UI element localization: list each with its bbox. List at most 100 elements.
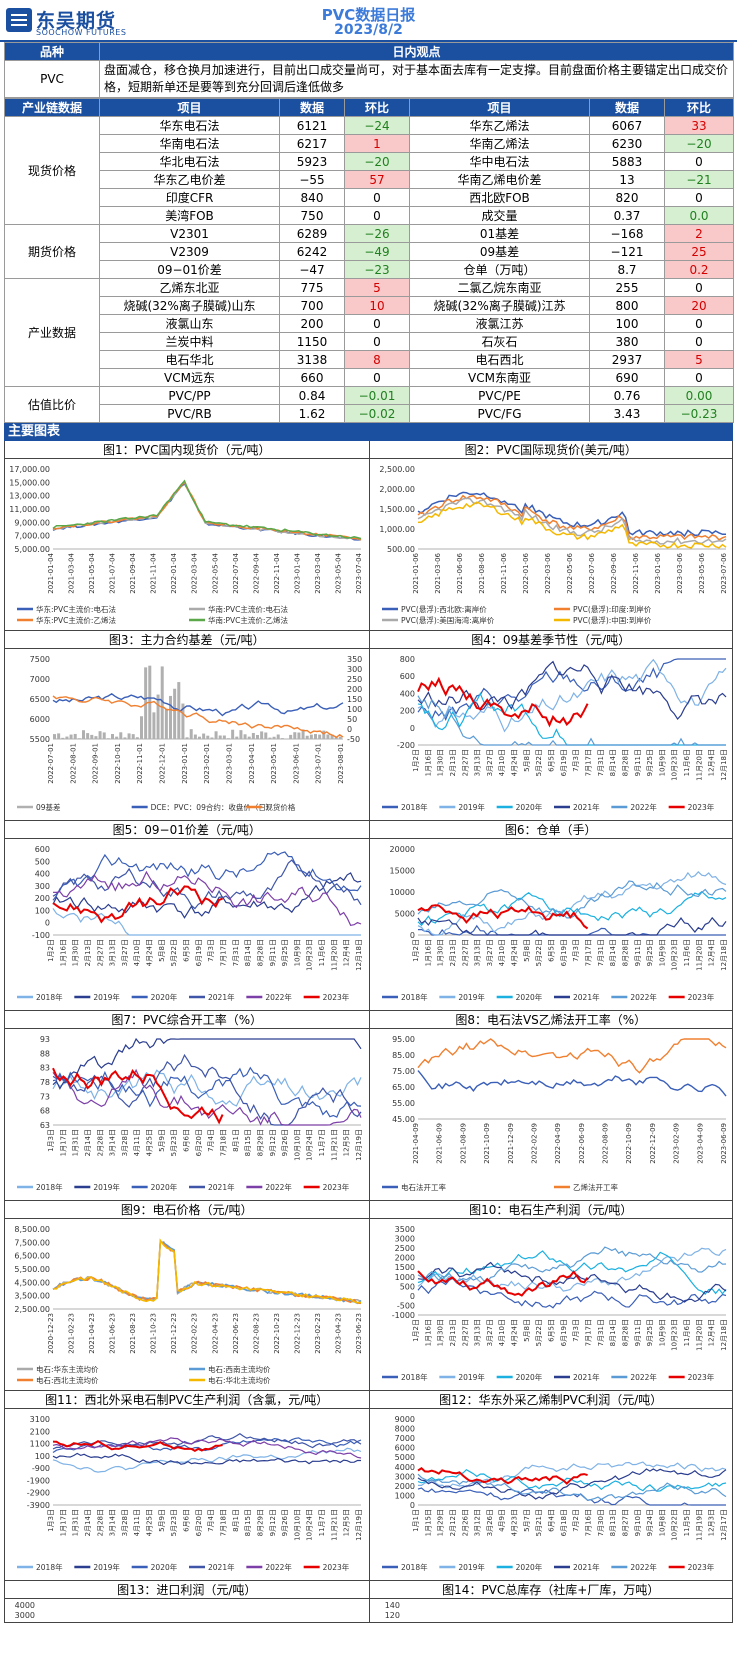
x-tick-label: 2021-10-09 xyxy=(483,1123,491,1164)
legend-label: 电石:西南主流均价 xyxy=(208,1364,271,1374)
x-tick-label: 1月2日 xyxy=(412,939,420,962)
y-tick-label: 1,000.00 xyxy=(379,525,415,534)
x-tick-label: 6月19日 xyxy=(559,749,567,776)
x-tick-label: 6月18日 xyxy=(559,1509,567,1536)
y-tick-label: 3100 xyxy=(30,1415,50,1424)
chart-svg: 90008000700060005000400030002000100001月1… xyxy=(381,1415,728,1572)
x-tick-label: 2021-11-04 xyxy=(150,552,158,593)
x-tick-label: 1月17日 xyxy=(59,1509,67,1536)
x-tick-label: 5月8日 xyxy=(522,939,530,962)
legend-label: 2019年 xyxy=(93,1182,120,1192)
y-tick-label: 120 xyxy=(384,1611,399,1620)
chart-panel: 图14：PVC总库存（社库+厂库，万吨） 140 120 xyxy=(368,1581,733,1623)
x-tick-label: 11月21日 xyxy=(330,1129,338,1161)
item-cell: 华南乙烯电价差 xyxy=(409,170,590,189)
chart-title: 图5：09−01价差（元/吨） xyxy=(5,821,369,839)
legend-label: 2018年 xyxy=(401,992,428,1002)
basis-bar xyxy=(305,735,309,739)
series-line xyxy=(52,1067,224,1125)
x-tick-label: 10月10日 xyxy=(293,1509,301,1541)
legend-label: 乙烯法开工率 xyxy=(573,1182,618,1192)
x-tick-label: 7月2日 xyxy=(572,1509,580,1532)
change-cell: −0.01 xyxy=(344,386,410,405)
change-cell: 0 xyxy=(344,188,410,207)
x-tick-label: 2021-06-09 xyxy=(435,1123,443,1164)
y-tick-label: 5000 xyxy=(394,910,414,919)
x-tick-label: 12月18日 xyxy=(720,939,728,971)
x-tick-label: 9月12日 xyxy=(269,1509,277,1536)
x-tick-label: 9月26日 xyxy=(281,1129,289,1156)
x-tick-label: 1月2日 xyxy=(412,749,420,772)
x-tick-label: 6月6日 xyxy=(183,1129,191,1152)
series-line xyxy=(417,491,726,538)
x-tick-label: 7月3日 xyxy=(572,749,580,772)
table-header-cell: 项目 xyxy=(409,98,590,117)
x-tick-label: 3月12日 xyxy=(473,1509,481,1536)
chart-svg: 8,500.00 7,500.00 6,500.00 5,500.00 4,500.00… xyxy=(14,1225,363,1385)
x-tick-label: 7月30日 xyxy=(596,1509,604,1536)
chart-title: 图7：PVC综合开工率（%） xyxy=(5,1011,369,1029)
series-line xyxy=(52,1440,223,1453)
x-tick-label: 2023-07-04 xyxy=(355,552,363,593)
x-tick-label: 2023-02-09 xyxy=(672,1123,680,1164)
x-tick-label: 2021-08-09 xyxy=(459,1123,467,1164)
series-line xyxy=(52,1447,362,1473)
logo-chinese: 东吴期货 xyxy=(36,10,117,32)
series-line xyxy=(417,501,726,549)
table-body: 现货价格 华东电石法 6121 −24 华东乙烯法 6067 33 华南电石法 6217 1 华南乙… xyxy=(4,116,734,423)
x-tick-label: 2022-10-23 xyxy=(273,1313,281,1354)
y-tick-label: 3000 xyxy=(394,1472,414,1481)
table-row: VCM远东 660 0 VCM东南亚 690 0 xyxy=(5,368,734,387)
y-tick-label: 600 xyxy=(399,672,414,681)
legend-label: 2019年 xyxy=(458,992,485,1002)
x-tick-label: 10月9日 xyxy=(658,749,666,776)
legend-label: 2022年 xyxy=(630,992,657,1002)
x-tick-label: 3月14日 xyxy=(109,1509,117,1536)
x-tick-label: 10月9日 xyxy=(293,939,301,966)
x-tick-label: 2022-02-09 xyxy=(530,1123,538,1164)
basis-bar xyxy=(272,736,276,739)
x-tick-label: 8月15日 xyxy=(244,1129,252,1156)
y-tick-label: 11,000.00 xyxy=(9,505,50,514)
basis-bar xyxy=(222,735,226,739)
x-tick-label: 2021-01-06 xyxy=(412,552,420,593)
value-cell: 200 xyxy=(279,314,345,333)
x-tick-label: 7月4日 xyxy=(207,1509,215,1532)
basis-bar xyxy=(318,734,322,739)
series-line xyxy=(52,859,362,910)
legend-label: 2023年 xyxy=(687,802,714,812)
x-tick-label: 1月3日 xyxy=(47,1129,55,1152)
table-header-cell: 数据 xyxy=(589,98,665,117)
x-tick-label: 7月4日 xyxy=(207,1129,215,1152)
chart-panel: 图4：09基差季节性（元/吨） 800 600 400 200 0 -200 1月2日 1月16… xyxy=(368,631,733,821)
y-tick-label: 2,500.00 xyxy=(379,465,415,474)
chart-title: 图6：仓单（手） xyxy=(369,821,732,839)
y-tick-label: 6000 xyxy=(394,1444,414,1453)
x-tick-label: 2022-11-01 xyxy=(136,743,144,784)
series-line xyxy=(417,660,726,720)
x-tick-label: 11月20日 xyxy=(695,1319,703,1351)
view-text: 盘面减仓，移仓换月加速进行，目前出口成交量尚可，对于基本面去库有一定支撑。目前盘… xyxy=(99,60,734,98)
x-tick-label: 2月28日 xyxy=(96,1129,104,1156)
y-tick-label: 400 xyxy=(35,870,50,879)
x-tick-label: 5月22日 xyxy=(170,939,178,966)
x-tick-label: 2023-07-06 xyxy=(720,552,728,593)
legend-label: PVC(悬浮):印度:到岸价 xyxy=(573,604,652,614)
x-tick-label: 2021-06-23 xyxy=(109,1313,117,1354)
x-tick-label: 3月27日 xyxy=(485,939,493,966)
logo-mark-icon xyxy=(6,8,32,32)
chart-panel: 图2：PVC国际现货价(美元/吨） 2,500.00 2,000.00 1,500.0… xyxy=(368,441,733,631)
value-cell: 13 xyxy=(589,170,665,189)
series-line xyxy=(417,1461,726,1489)
x-tick-label: 8月14日 xyxy=(609,939,617,966)
item-cell: 二氯乙烷东南亚 xyxy=(409,278,590,297)
item-cell: PVC/PP xyxy=(99,386,280,405)
change-cell: 5 xyxy=(344,278,410,297)
basis-bar xyxy=(214,731,218,739)
value-cell: 3138 xyxy=(279,350,345,369)
chart-svg: 95.00 85.00 75.00 65.00 55.00 45.002021-04-09… xyxy=(381,1035,728,1192)
legend-label: 2019年 xyxy=(458,1372,485,1382)
logo-english: SOOCHOW FUTURES xyxy=(36,28,127,37)
